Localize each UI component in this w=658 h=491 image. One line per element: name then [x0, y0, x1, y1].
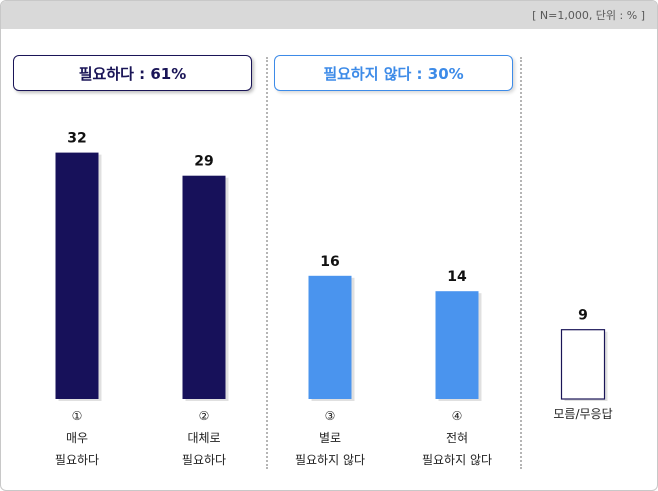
header-bar: [ N=1,000, 단위 : % ] [1, 1, 657, 29]
category-label-5: 모름/무응답 [523, 403, 643, 425]
category-text: 별로 [318, 431, 342, 445]
bar-4 [435, 291, 479, 399]
bar-5 [560, 329, 606, 400]
group-divider-1 [266, 57, 268, 469]
bar-3 [308, 275, 352, 399]
category-text: 매우 [65, 431, 89, 445]
value-label-1: 32 [67, 131, 86, 147]
group-label-needed: 필요하다 : 61% [13, 55, 252, 91]
group-divider-2 [520, 57, 522, 469]
category-text: 전혀 [445, 431, 469, 445]
bar-2 [182, 175, 226, 399]
category-text: 대체로 [187, 431, 221, 445]
value-label-3: 16 [320, 254, 339, 270]
category-text: 필요하지 않다 [294, 453, 366, 467]
category-number: ④ [451, 409, 463, 423]
value-label-4: 14 [447, 269, 467, 285]
category-number: ① [71, 409, 83, 423]
group-label-not-needed: 필요하지 않다 : 30% [274, 55, 513, 91]
value-label-2: 29 [194, 154, 213, 170]
value-label-5: 9 [578, 308, 588, 324]
category-text: 필요하다 [181, 453, 227, 467]
category-text: 모름/무응답 [553, 407, 613, 421]
category-number: ③ [324, 409, 336, 423]
bar-1 [55, 152, 99, 399]
unit-note: [ N=1,000, 단위 : % ] [532, 9, 645, 22]
category-text: 필요하지 않다 [421, 453, 493, 467]
category-number: ② [198, 409, 210, 423]
category-text: 필요하다 [54, 453, 100, 467]
